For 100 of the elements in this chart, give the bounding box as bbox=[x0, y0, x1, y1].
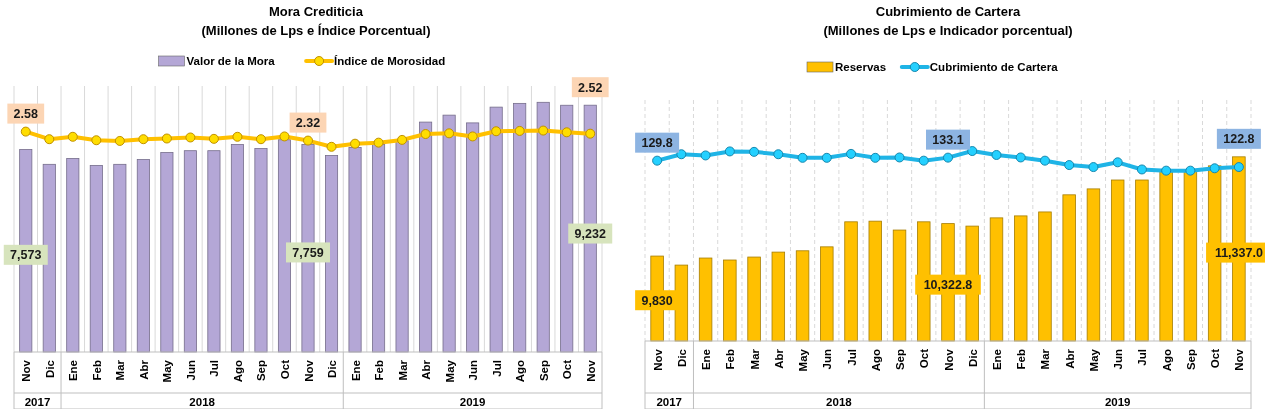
x-tick-label: Sep bbox=[894, 349, 907, 371]
x-tick-label: Nov bbox=[651, 348, 664, 371]
x-tick-label: Jun bbox=[184, 360, 197, 381]
point bbox=[161, 133, 172, 144]
x-tick-label: Jul bbox=[208, 360, 221, 377]
point bbox=[700, 150, 711, 161]
point bbox=[20, 126, 31, 137]
point bbox=[1015, 152, 1026, 163]
bar bbox=[560, 104, 574, 353]
x-tick-label: Dic bbox=[675, 348, 688, 367]
x-tick-label: Feb bbox=[373, 360, 386, 381]
point bbox=[1088, 162, 1099, 173]
point bbox=[991, 149, 1002, 160]
point bbox=[1233, 162, 1244, 173]
x-tick-label: Ago bbox=[869, 349, 882, 372]
x-tick-label: Sep bbox=[255, 360, 268, 382]
x-tick-label: Nov bbox=[942, 348, 955, 371]
text: 2018 bbox=[189, 396, 216, 408]
bar bbox=[442, 114, 456, 353]
x-tick-label: Abr bbox=[420, 359, 433, 380]
point bbox=[373, 137, 384, 148]
point bbox=[585, 128, 596, 139]
data-label: 2.52 bbox=[578, 80, 603, 95]
point bbox=[1209, 163, 1220, 174]
bar bbox=[419, 121, 433, 353]
point bbox=[1161, 165, 1172, 176]
point bbox=[514, 125, 525, 136]
legend-label: Reservas bbox=[835, 61, 887, 73]
x-tick-label: Oct bbox=[918, 348, 931, 369]
point bbox=[467, 131, 478, 142]
x-tick-label: Ene bbox=[700, 349, 713, 371]
x-tick-label: Mar bbox=[1039, 348, 1052, 370]
x-tick-label: Abr bbox=[772, 348, 785, 369]
x-tick-label: Oct bbox=[1209, 348, 1222, 369]
bar bbox=[466, 122, 480, 353]
x-tick-label: Ago bbox=[1160, 349, 1173, 372]
x-tick-label: Mar bbox=[748, 348, 761, 370]
point bbox=[773, 149, 784, 160]
text: 2019 bbox=[459, 396, 486, 408]
point bbox=[232, 131, 243, 142]
point bbox=[894, 152, 905, 163]
bar bbox=[348, 147, 362, 353]
x-tick-label: Jun bbox=[467, 360, 480, 381]
point bbox=[561, 127, 572, 138]
text: 2018 bbox=[826, 396, 853, 408]
bar bbox=[183, 150, 197, 353]
point bbox=[185, 132, 196, 143]
point bbox=[846, 148, 857, 159]
point bbox=[676, 149, 687, 160]
legend-label: Valor de la Mora bbox=[186, 55, 276, 67]
data-label: 9,830 bbox=[641, 293, 673, 308]
point bbox=[279, 131, 290, 142]
x-tick-label: Dic bbox=[966, 348, 979, 367]
point bbox=[943, 152, 953, 163]
point bbox=[444, 128, 455, 139]
x-tick-label: Jul bbox=[1136, 349, 1149, 366]
x-tick-label: Oct bbox=[561, 359, 574, 380]
point bbox=[967, 146, 978, 157]
bar bbox=[395, 140, 409, 353]
point bbox=[1185, 165, 1196, 176]
point bbox=[1136, 164, 1147, 175]
text: 2017 bbox=[24, 396, 51, 408]
bar bbox=[372, 144, 386, 353]
data-label: 9,232 bbox=[574, 227, 606, 242]
x-tick-label: May bbox=[797, 348, 810, 372]
point bbox=[797, 152, 808, 163]
point bbox=[138, 134, 149, 145]
bar bbox=[160, 152, 174, 353]
data-label: 2.58 bbox=[13, 107, 38, 122]
x-tick-label: Ene bbox=[349, 360, 362, 382]
data-label: 7,759 bbox=[292, 245, 324, 260]
x-tick-label: Dic bbox=[43, 359, 56, 378]
x-tick-label: Oct bbox=[278, 359, 291, 380]
bar bbox=[277, 139, 291, 353]
point bbox=[420, 129, 431, 140]
bar bbox=[136, 159, 150, 353]
x-tick-label: Ene bbox=[990, 349, 1003, 371]
point bbox=[1112, 157, 1123, 168]
x-tick-label: May bbox=[1087, 348, 1100, 372]
point bbox=[652, 155, 663, 166]
x-tick-label: Ago bbox=[231, 360, 244, 383]
chart-subtitle: (Millones de Lps e Indicador porcentual) bbox=[823, 23, 1073, 38]
chart-subtitle: (Millones de Lps e Índice Porcentual) bbox=[201, 23, 431, 38]
data-label: 122.8 bbox=[1223, 132, 1255, 147]
bar bbox=[489, 106, 503, 353]
text: 2017 bbox=[656, 396, 683, 408]
bar bbox=[230, 144, 244, 353]
x-tick-label: Feb bbox=[1015, 349, 1028, 370]
point bbox=[326, 141, 337, 152]
data-label: 2.32 bbox=[295, 116, 321, 131]
legend-label: Índice de Morosidad bbox=[334, 55, 446, 67]
x-tick-label: Dic bbox=[326, 359, 339, 378]
point bbox=[303, 135, 313, 146]
point bbox=[350, 138, 361, 149]
point bbox=[491, 126, 502, 137]
point bbox=[208, 133, 219, 144]
x-tick-label: Nov bbox=[20, 359, 33, 382]
x-tick-label: May bbox=[443, 359, 456, 383]
x-tick-label: Sep bbox=[1184, 349, 1197, 371]
point bbox=[44, 134, 55, 145]
